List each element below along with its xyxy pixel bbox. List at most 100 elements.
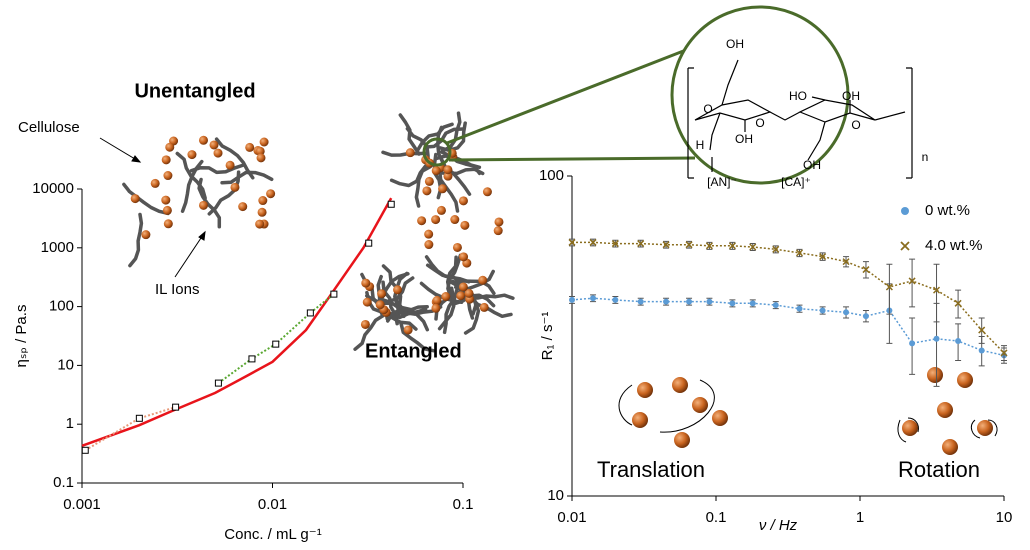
illustration	[124, 113, 997, 455]
legend-label: 0 wt.%	[925, 202, 970, 219]
ion	[131, 194, 140, 203]
ion	[637, 382, 653, 398]
data-point	[796, 306, 802, 312]
ion	[361, 279, 370, 288]
ion	[431, 304, 440, 313]
ion	[424, 240, 433, 249]
structure-label: OH	[735, 132, 753, 146]
ion	[712, 410, 728, 426]
ion	[692, 397, 708, 413]
ion	[431, 215, 440, 224]
ion	[141, 230, 150, 239]
ion	[632, 412, 648, 428]
ion	[162, 155, 171, 164]
ion	[494, 226, 503, 235]
ion	[199, 136, 208, 145]
ion	[230, 183, 239, 192]
ion	[404, 325, 413, 334]
x-axis-label: Conc. / mL g⁻¹	[224, 526, 321, 543]
ion	[433, 296, 442, 305]
ion	[927, 367, 943, 383]
data-point	[686, 299, 692, 305]
data-point	[979, 347, 985, 353]
ion	[942, 439, 958, 455]
y-tick-label: 1000	[41, 239, 74, 256]
ion	[363, 298, 372, 307]
ion	[425, 177, 434, 186]
ion	[377, 289, 386, 298]
series-line	[218, 294, 334, 383]
label-rotation: Rotation	[898, 457, 980, 482]
x-axis-label: ν / Hz	[759, 517, 798, 534]
ion	[161, 196, 170, 205]
y-tick-label: 100	[539, 167, 564, 184]
ion	[459, 282, 468, 291]
data-point	[173, 404, 179, 410]
x-tick-label: 10	[996, 509, 1013, 526]
data-point	[934, 336, 940, 342]
ion	[957, 372, 973, 388]
structure-label: [CA]⁺	[781, 175, 811, 189]
x-tick-label: 0.01	[258, 496, 287, 513]
series-line	[82, 198, 391, 446]
data-point	[215, 380, 221, 386]
series-line	[572, 298, 1004, 355]
cellulose-strand	[124, 184, 168, 213]
ion	[266, 189, 275, 198]
ion	[438, 184, 447, 193]
data-point	[273, 341, 279, 347]
ion	[450, 215, 459, 224]
label-il-ions: IL Ions	[155, 281, 199, 298]
ion	[480, 303, 489, 312]
data-point	[388, 201, 394, 207]
zoom	[424, 7, 848, 183]
series-line	[572, 242, 1004, 353]
y-tick-label: 0.1	[53, 474, 74, 491]
data-point	[569, 297, 575, 303]
ion	[257, 153, 266, 162]
ion	[165, 143, 174, 152]
motion-arrow	[619, 385, 632, 425]
data-point	[638, 299, 644, 305]
y-tick-label: 100	[49, 298, 74, 315]
data-point	[909, 340, 915, 346]
ion	[210, 140, 219, 149]
structure-label: O	[755, 116, 764, 130]
data-point	[249, 356, 255, 362]
structure-label: O	[851, 118, 860, 132]
y-tick-label: 1	[66, 415, 74, 432]
ion	[937, 402, 953, 418]
ion	[245, 143, 254, 152]
structure-label: OH	[726, 37, 744, 51]
ion	[674, 432, 690, 448]
data-point	[136, 415, 142, 421]
ion	[424, 230, 433, 239]
ion	[672, 377, 688, 393]
data-point	[773, 302, 779, 308]
data-point	[366, 240, 372, 246]
ion	[214, 149, 223, 158]
legend-label: 4.0 wt.%	[925, 237, 983, 254]
data-point	[863, 313, 869, 319]
x-tick-label: 0.01	[557, 509, 586, 526]
y-axis-label: ηₛₚ / Pa.s	[13, 305, 30, 368]
legend-marker	[901, 207, 909, 215]
ion	[483, 187, 492, 196]
x-tick-label: 0.1	[706, 509, 727, 526]
ion	[460, 221, 469, 230]
data-point	[663, 299, 669, 305]
ion	[163, 171, 172, 180]
ion	[494, 217, 503, 226]
ion	[376, 300, 385, 309]
data-point	[955, 338, 961, 344]
ion	[164, 219, 173, 228]
ion	[199, 201, 208, 210]
y-axis-label: R₁ / s⁻¹	[539, 312, 556, 361]
ion	[422, 186, 431, 195]
legend-marker	[901, 242, 909, 250]
label-translation: Translation	[597, 457, 705, 482]
data-point	[82, 447, 88, 453]
ion	[902, 420, 918, 436]
ion	[393, 285, 402, 294]
x-tick-label: 0.1	[453, 496, 474, 513]
